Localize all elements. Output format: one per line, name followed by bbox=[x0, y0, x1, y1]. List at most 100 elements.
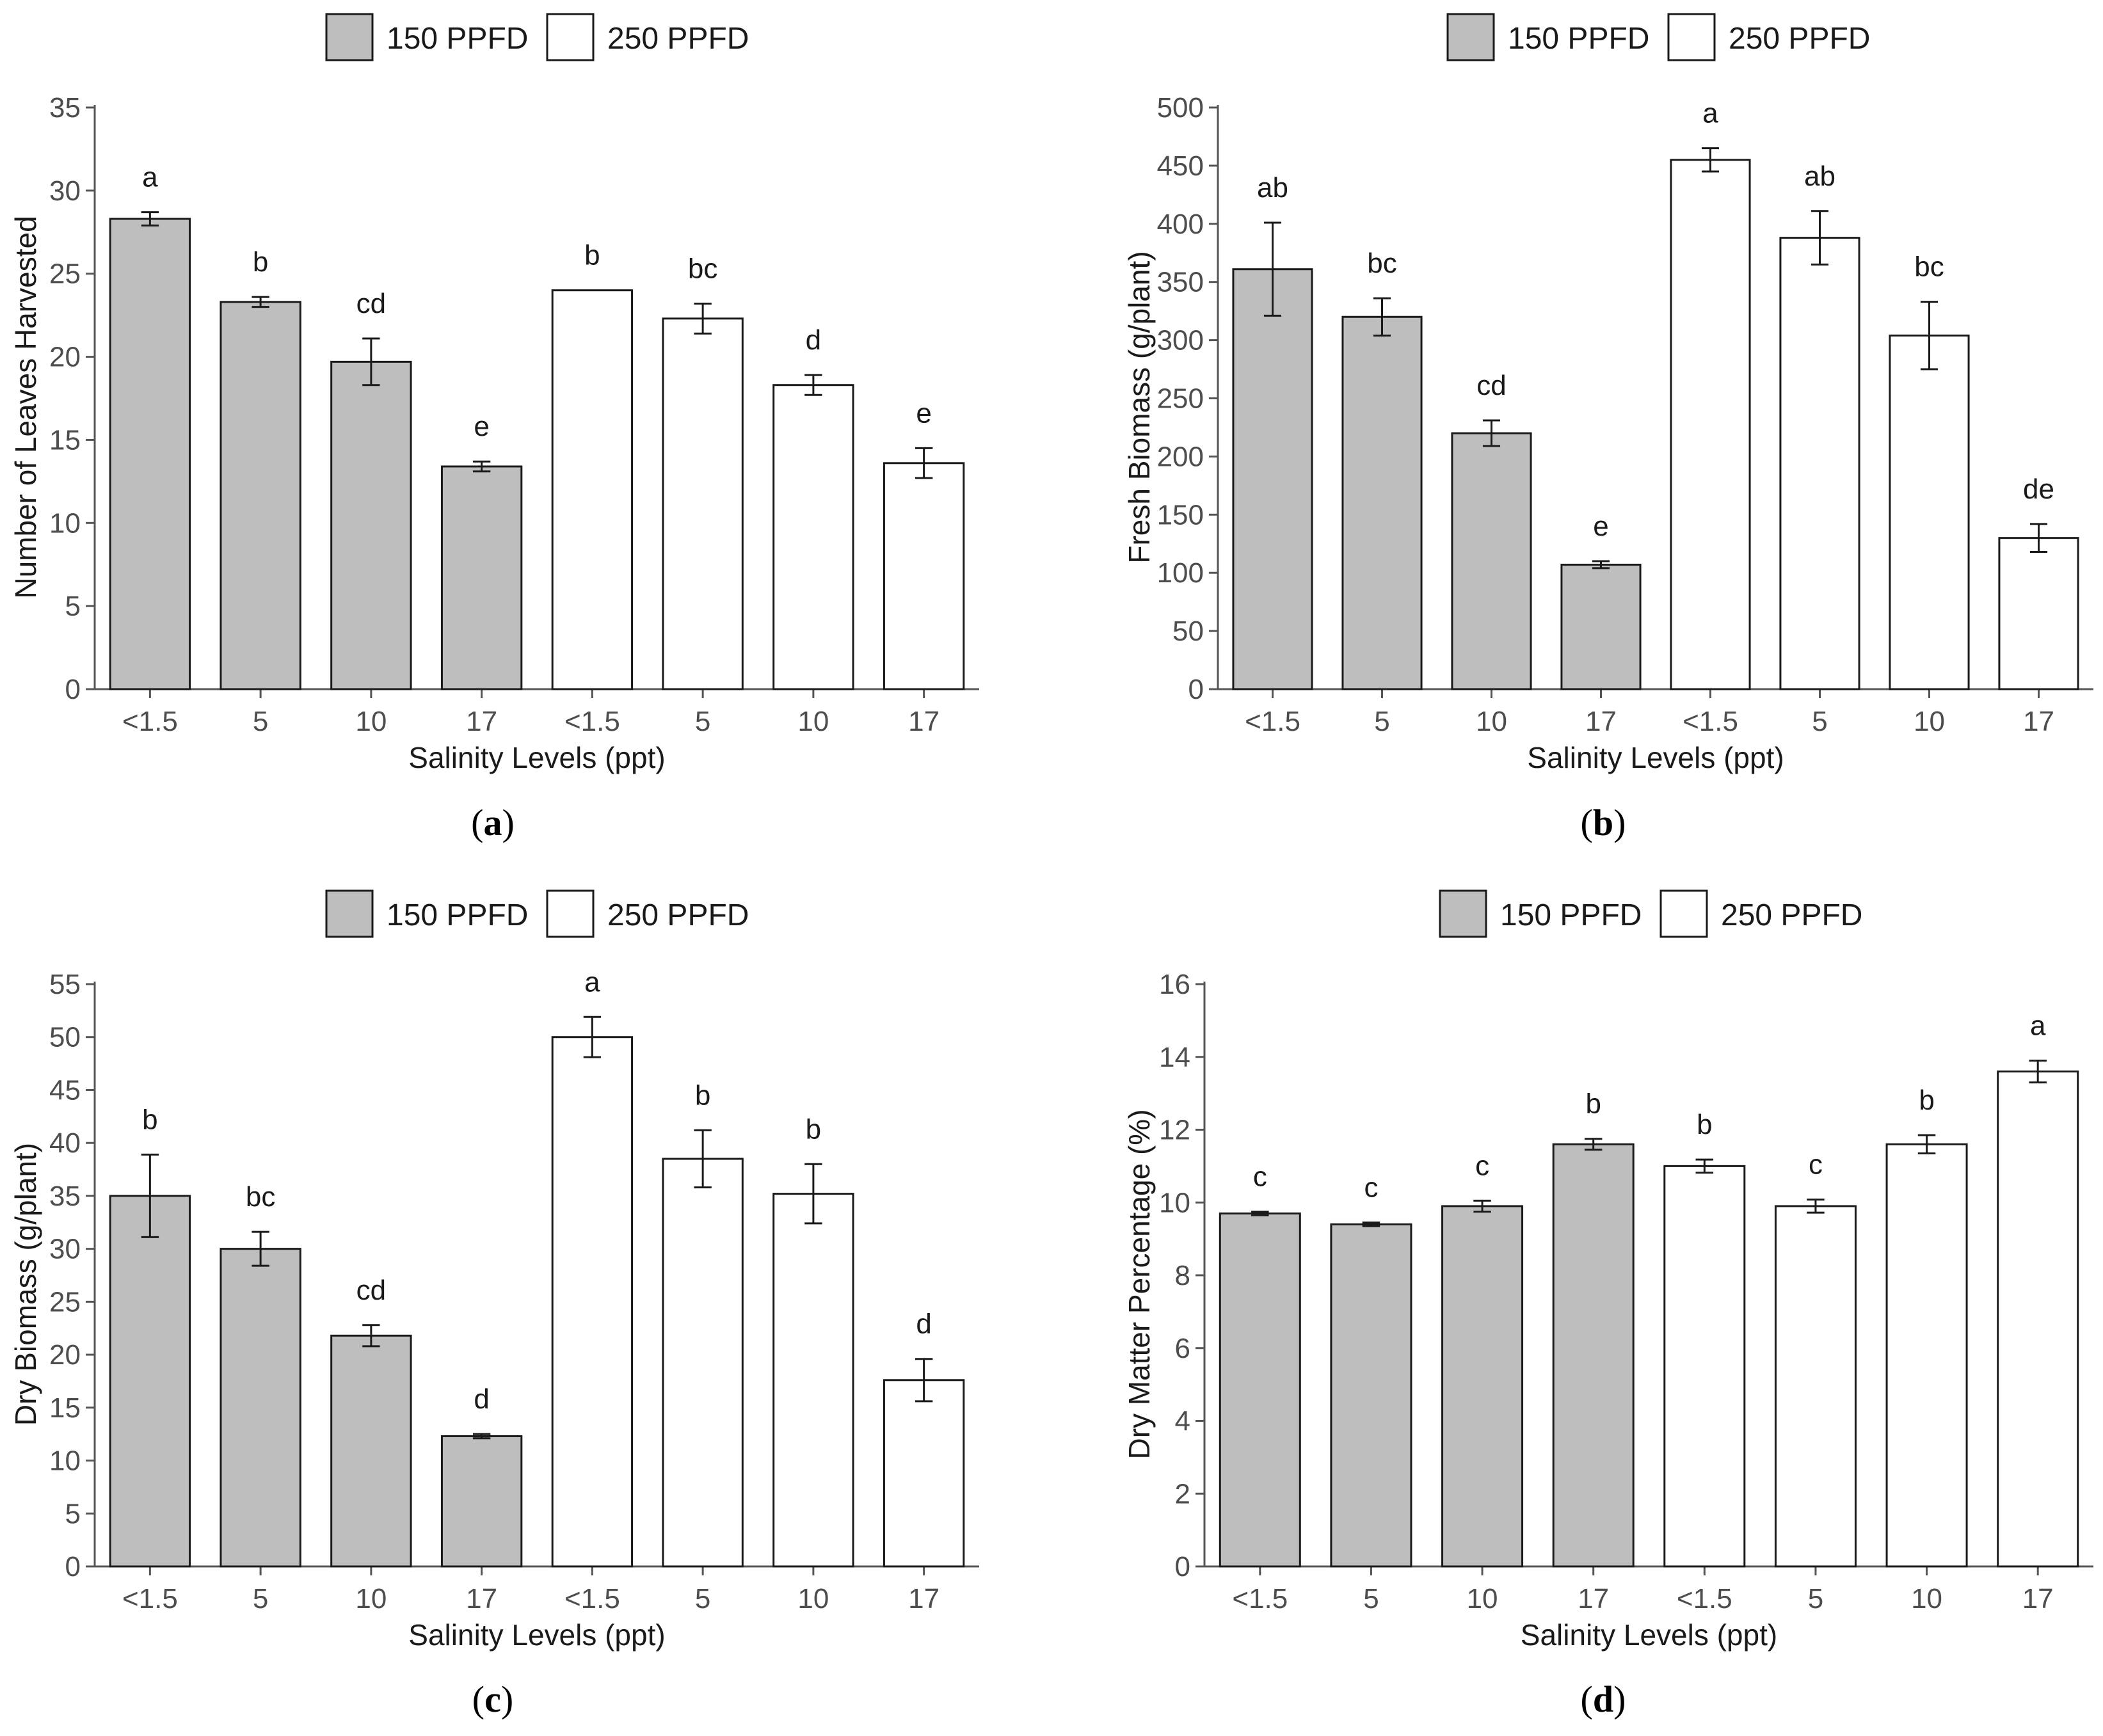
chart-panel-d: 0 2 4 6 8 10 12 14 16 <1.5 5 10 17 <1.5 5 10 17 c c c b b c b a S… bbox=[1123, 889, 2093, 1720]
bar-150-17 bbox=[440, 1435, 523, 1568]
x-tick-label: <1.5 bbox=[122, 1583, 178, 1614]
y-tick-label: 15 bbox=[49, 424, 81, 456]
bar-150-17 bbox=[440, 465, 523, 690]
bar-150-<1.5 bbox=[109, 1195, 191, 1568]
x-tick-label: 10 bbox=[1914, 706, 1945, 737]
significance-letter: bc bbox=[1367, 248, 1396, 279]
panel-caption: (c) bbox=[472, 1678, 513, 1720]
panel-caption: (b) bbox=[1581, 802, 1626, 843]
significance-letter: b bbox=[253, 246, 268, 278]
bar-250-5 bbox=[1774, 1205, 1857, 1568]
chart-panel-c: 0 5 10 15 20 25 30 35 40 45 50 55 <1.5 5 10 17 <1.5 5 10 17… bbox=[9, 889, 979, 1720]
significance-letter: a bbox=[142, 162, 158, 193]
y-axis-title: Number of Leaves Harvested bbox=[9, 216, 42, 598]
y-tick-label: 250 bbox=[1157, 383, 1204, 415]
bar-150-5 bbox=[220, 1248, 301, 1568]
significance-letter: c bbox=[1809, 1149, 1823, 1181]
legend-swatch-150 bbox=[1446, 13, 1495, 61]
bar-250-<1.5 bbox=[1663, 1165, 1746, 1568]
bar-250-17 bbox=[1998, 537, 2079, 690]
bar-150-5 bbox=[220, 301, 301, 690]
bar-150-<1.5 bbox=[109, 218, 191, 690]
y-tick-label: 4 bbox=[1175, 1406, 1190, 1437]
y-tick-label: 400 bbox=[1157, 209, 1204, 240]
x-tick-label: <1.5 bbox=[122, 706, 178, 737]
y-tick-label: 30 bbox=[49, 175, 81, 207]
legend: 150 PPFD 250 PPFD bbox=[1439, 889, 1862, 938]
legend-label-150: 150 PPFD bbox=[387, 22, 528, 56]
legend-label-250: 250 PPFD bbox=[1721, 898, 1862, 932]
bar-250-5 bbox=[662, 317, 744, 690]
y-tick-label: 500 bbox=[1157, 92, 1204, 123]
significance-letter: bc bbox=[1914, 251, 1944, 283]
x-tick-label: 17 bbox=[908, 706, 940, 737]
significance-letter: de bbox=[2023, 474, 2054, 505]
x-tick-label: 5 bbox=[1812, 706, 1827, 737]
significance-letter: b bbox=[1919, 1085, 1934, 1116]
x-tick-label: <1.5 bbox=[1232, 1583, 1288, 1614]
bar-150-10 bbox=[330, 1334, 412, 1568]
x-tick-label: 10 bbox=[1911, 1583, 1942, 1614]
bar-250-10 bbox=[1889, 334, 1970, 690]
legend-label-250: 250 PPFD bbox=[1729, 22, 1870, 56]
legend-swatch-250 bbox=[1667, 13, 1716, 61]
bar-250-10 bbox=[772, 384, 854, 690]
bar-150-10 bbox=[330, 360, 412, 690]
y-axis-title: Dry Matter Percentage (%) bbox=[1123, 1109, 1156, 1459]
y-tick-label: 5 bbox=[65, 1498, 81, 1529]
y-tick-label: 100 bbox=[1157, 557, 1204, 589]
significance-letter: e bbox=[916, 397, 931, 429]
x-tick-label: 5 bbox=[1808, 1583, 1823, 1614]
legend-swatch-250 bbox=[546, 13, 595, 61]
significance-letter: e bbox=[474, 411, 489, 442]
legend-label-150: 150 PPFD bbox=[1500, 898, 1642, 932]
y-tick-label: 10 bbox=[1159, 1187, 1190, 1218]
bar-150-5 bbox=[1341, 315, 1423, 690]
x-tick-label: 17 bbox=[466, 1583, 497, 1614]
x-tick-label: 10 bbox=[797, 1583, 829, 1614]
x-tick-label: 5 bbox=[1374, 706, 1389, 737]
x-tick-label: 10 bbox=[1476, 706, 1507, 737]
bar-250-10 bbox=[1885, 1143, 1968, 1568]
bar-150-10 bbox=[1441, 1205, 1524, 1568]
significance-letter: b bbox=[806, 1113, 821, 1145]
x-tick-label: 17 bbox=[908, 1583, 940, 1614]
x-tick-label: <1.5 bbox=[1245, 706, 1300, 737]
panel-caption: (a) bbox=[471, 802, 515, 843]
y-tick-label: 50 bbox=[1172, 616, 1204, 647]
x-tick-label: 17 bbox=[2023, 706, 2054, 737]
bar-150-10 bbox=[1451, 432, 1532, 690]
x-tick-label: 10 bbox=[355, 706, 387, 737]
y-tick-label: 35 bbox=[49, 92, 81, 123]
bar-250-17 bbox=[1997, 1071, 2079, 1568]
legend-swatch-250 bbox=[1659, 889, 1708, 938]
x-tick-label: 17 bbox=[1585, 706, 1617, 737]
significance-letter: b bbox=[142, 1104, 157, 1135]
y-tick-label: 16 bbox=[1159, 969, 1190, 1000]
significance-letter: a bbox=[1702, 98, 1718, 129]
y-axis-title: Dry Biomass (g/plant) bbox=[9, 1143, 42, 1426]
legend: 150 PPFD 250 PPFD bbox=[325, 889, 749, 938]
y-tick-label: 30 bbox=[49, 1234, 81, 1265]
y-tick-label: 14 bbox=[1159, 1042, 1190, 1073]
bar-150-<1.5 bbox=[1232, 268, 1313, 690]
y-tick-label: 450 bbox=[1157, 150, 1204, 182]
legend-label-150: 150 PPFD bbox=[387, 898, 528, 932]
x-axis-title: Salinity Levels (ppt) bbox=[408, 1618, 665, 1652]
x-tick-label: 17 bbox=[466, 706, 497, 737]
bar-250-5 bbox=[1779, 237, 1860, 690]
y-tick-label: 50 bbox=[49, 1022, 81, 1053]
y-tick-label: 20 bbox=[49, 342, 81, 373]
significance-letter: ab bbox=[1804, 161, 1835, 192]
y-tick-label: 10 bbox=[49, 507, 81, 539]
significance-letter: b bbox=[584, 240, 600, 271]
x-axis-title: Salinity Levels (ppt) bbox=[1527, 741, 1784, 774]
y-tick-label: 2 bbox=[1175, 1478, 1190, 1509]
y-axis-title: Fresh Biomass (g/plant) bbox=[1123, 251, 1156, 563]
y-tick-label: 45 bbox=[49, 1074, 81, 1106]
y-tick-label: 200 bbox=[1157, 441, 1204, 472]
x-tick-label: <1.5 bbox=[1677, 1583, 1732, 1614]
bar-150-5 bbox=[1330, 1223, 1412, 1568]
significance-letter: cd bbox=[1476, 370, 1506, 401]
